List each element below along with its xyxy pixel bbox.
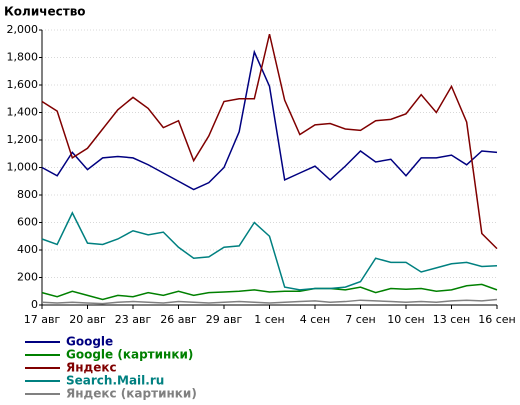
series-line [41,298,498,305]
y-tick-label: 1,000 [7,161,39,174]
x-tick-label: 10 сен [387,313,425,326]
y-tick-label: 1,800 [7,51,39,64]
x-tick-label: 17 авг [24,313,61,326]
x-tick-label: 26 авг [160,313,197,326]
x-tick-label: 4 сен [300,313,331,326]
legend-label: Яндекс [66,361,117,375]
x-tick-label: 29 авг [206,313,243,326]
y-tick-label: 0 [31,298,38,311]
series-line [41,211,498,291]
y-tick-label: 400 [17,243,38,256]
legend-label: Search.Mail.ru [66,374,164,388]
legend-label: Google (картинки) [66,348,193,362]
x-tick-label: 7 сен [345,313,376,326]
y-tick-label: 1,200 [7,133,39,146]
y-tick-label: 1,600 [7,78,39,91]
x-tick-label: 13 сен [433,313,471,326]
series-line [41,283,498,301]
x-tick-label: 20 авг [69,313,106,326]
y-tick-label: 1,400 [7,106,39,119]
chart-title: Количество [4,5,86,19]
legend-label: Яндекс (картинки) [66,387,197,401]
y-tick-label: 600 [17,216,38,229]
legend-label: Google [66,335,113,349]
x-tick-label: 23 авг [115,313,152,326]
y-tick-label: 800 [17,188,38,201]
series-line [41,49,498,191]
x-tick-label: 1 сен [254,313,285,326]
y-tick-label: 2,000 [7,23,39,36]
y-tick-label: 200 [17,271,38,284]
x-tick-label: 16 сен [478,313,516,326]
series-line [41,33,498,250]
